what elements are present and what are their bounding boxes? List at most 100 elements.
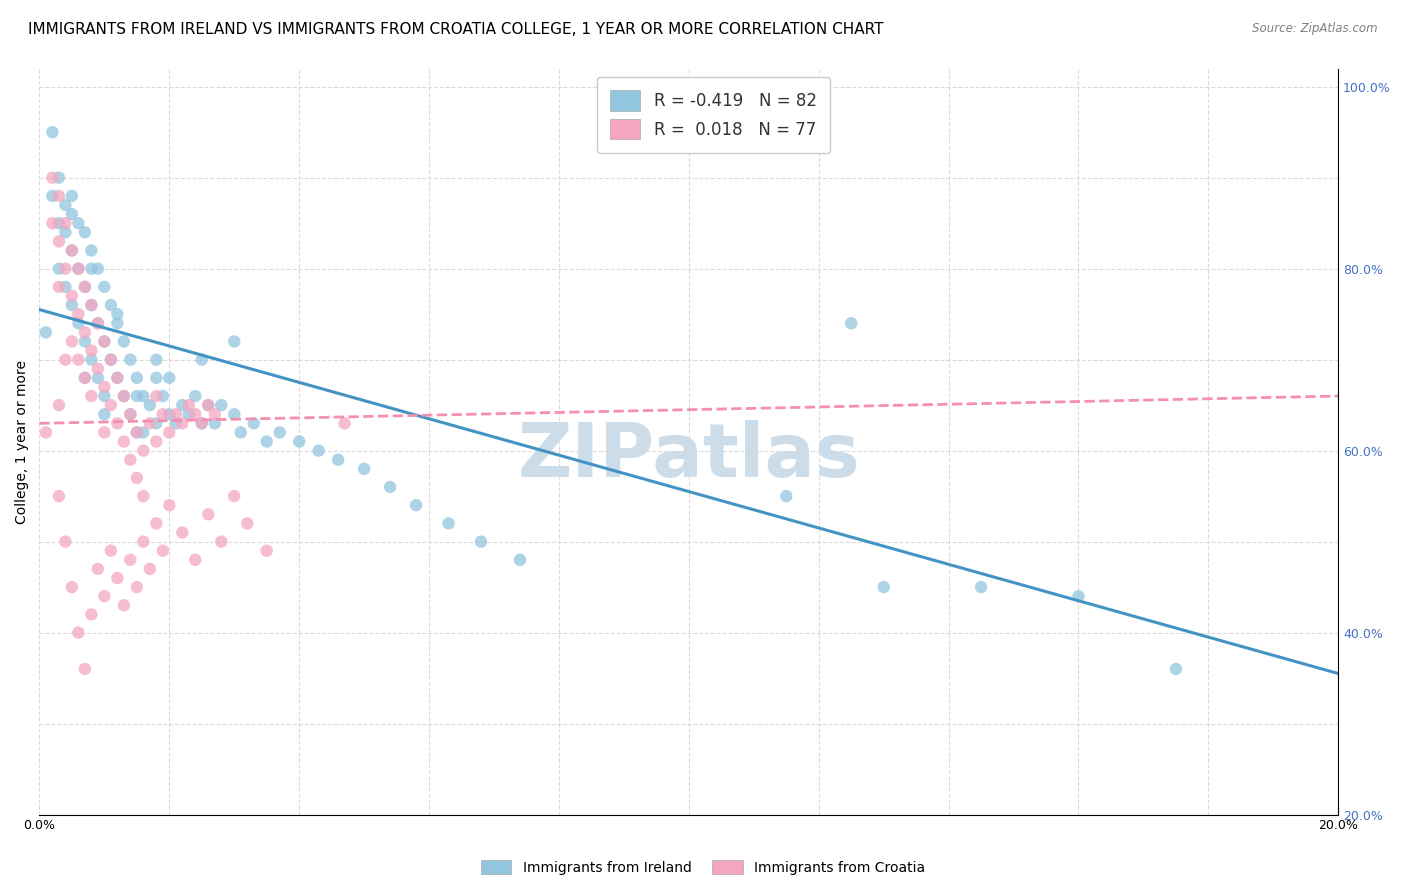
Point [55,534,77,549]
Point [145,516,167,531]
Point [165,407,187,421]
Point [328,452,350,467]
Point [41,170,63,185]
Point [191,352,214,367]
Point [73,334,96,349]
Point [165,417,187,431]
Point [41,189,63,203]
Point [105,417,128,431]
Point [145,389,167,403]
Point [145,352,167,367]
Point [125,371,148,385]
Point [60,244,83,258]
Point [970,580,993,594]
Point [1067,589,1090,603]
Point [191,417,214,431]
Point [87,371,110,385]
Point [308,443,330,458]
Point [177,407,200,421]
Point [67,261,90,276]
Point [145,417,167,431]
Point [87,316,110,330]
Point [191,417,214,431]
Point [80,298,103,312]
Point [93,380,115,394]
Point [87,361,110,376]
Point [256,434,278,449]
Point [60,580,83,594]
Point [125,580,148,594]
Point [197,508,219,522]
Point [120,407,142,421]
Point [48,261,70,276]
Point [184,407,207,421]
Point [152,389,174,403]
Point [224,407,246,421]
Point [172,525,194,540]
Point [224,334,246,349]
Point [73,280,96,294]
Point [125,425,148,440]
Point [209,398,232,412]
Point [80,298,103,312]
Point [139,417,162,431]
Point [80,352,103,367]
Point [93,407,115,421]
Point [145,434,167,449]
Point [112,599,135,613]
Point [775,489,797,503]
Point [93,425,115,440]
Point [93,334,115,349]
Point [378,480,401,494]
Point [112,434,135,449]
Point [509,553,531,567]
Point [229,425,252,440]
Point [105,371,128,385]
Point [80,244,103,258]
Point [112,389,135,403]
Point [67,216,90,230]
Point [112,389,135,403]
Point [125,389,148,403]
Point [132,389,155,403]
Point [204,417,226,431]
Point [177,398,200,412]
Point [80,607,103,622]
Point [41,125,63,139]
Point [157,498,180,512]
Point [125,471,148,485]
Point [60,334,83,349]
Point [35,425,58,440]
Point [132,489,155,503]
Point [405,498,427,512]
Point [157,407,180,421]
Point [105,571,128,585]
Point [157,425,180,440]
Point [132,425,155,440]
Point [184,389,207,403]
Point [132,443,155,458]
Point [209,534,232,549]
Point [145,371,167,385]
Point [55,352,77,367]
Point [48,398,70,412]
Point [60,189,83,203]
Point [125,425,148,440]
Point [48,489,70,503]
Point [197,398,219,412]
Point [93,334,115,349]
Point [93,589,115,603]
Point [132,534,155,549]
Point [152,543,174,558]
Point [256,543,278,558]
Point [67,316,90,330]
Point [87,562,110,576]
Point [120,352,142,367]
Point [437,516,460,531]
Point [48,189,70,203]
Point [48,280,70,294]
Point [172,398,194,412]
Point [87,316,110,330]
Point [269,425,291,440]
Point [105,371,128,385]
